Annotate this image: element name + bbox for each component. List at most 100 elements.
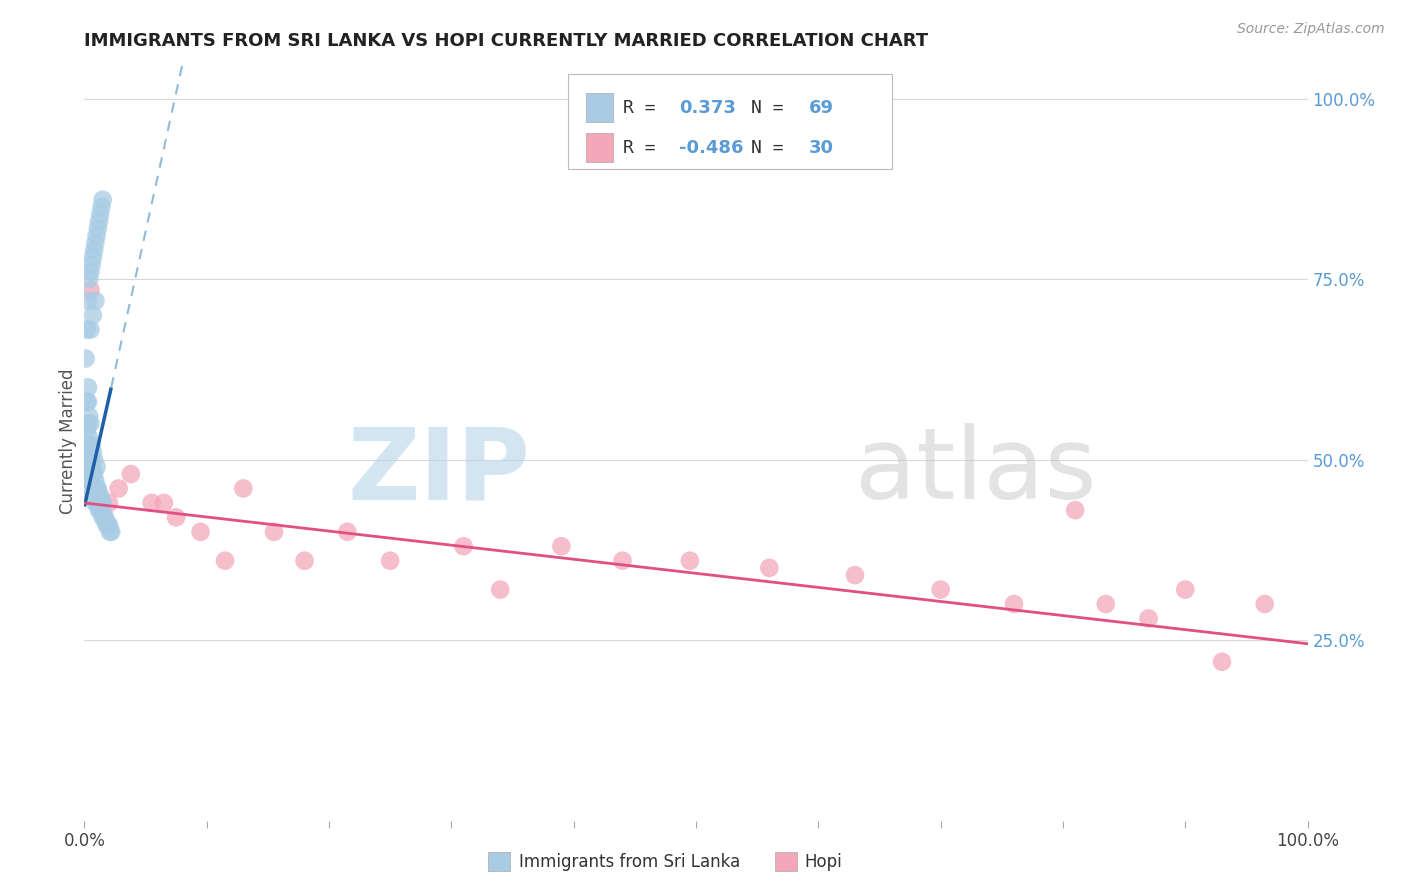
Text: 0.373: 0.373	[679, 99, 735, 117]
Point	[87, 482, 110, 496]
Text: N =: N =	[751, 139, 794, 157]
Point	[83, 452, 105, 467]
Point	[90, 503, 112, 517]
Text: N =: N =	[751, 99, 794, 117]
Point	[79, 475, 101, 489]
Point	[86, 459, 108, 474]
Point	[87, 503, 110, 517]
Point	[87, 496, 110, 510]
Point	[79, 459, 101, 474]
Point	[83, 489, 105, 503]
Point	[82, 308, 104, 322]
Point	[1002, 597, 1025, 611]
Point	[1064, 503, 1087, 517]
Bar	[586, 133, 613, 161]
Point	[76, 424, 98, 438]
Point	[1211, 655, 1233, 669]
Text: ZIP: ZIP	[347, 424, 531, 520]
Text: 30: 30	[808, 139, 834, 157]
Point	[83, 467, 105, 481]
Point	[100, 524, 122, 539]
Point	[82, 467, 104, 481]
Point	[82, 445, 104, 459]
Point	[76, 452, 98, 467]
Point	[80, 258, 103, 272]
Bar	[776, 853, 797, 871]
Point	[77, 431, 100, 445]
Point	[98, 524, 121, 539]
Point	[84, 475, 107, 489]
Point	[96, 517, 118, 532]
Bar	[488, 853, 510, 871]
Point	[76, 323, 98, 337]
Point	[77, 438, 100, 452]
Text: R =: R =	[623, 99, 666, 117]
Point	[844, 568, 866, 582]
Point	[214, 554, 236, 568]
Point	[120, 467, 142, 481]
Point	[91, 496, 114, 510]
Point	[190, 524, 212, 539]
Text: atlas: atlas	[855, 424, 1097, 520]
Point	[91, 193, 114, 207]
Point	[97, 517, 120, 532]
Point	[489, 582, 512, 597]
Text: Immigrants from Sri Lanka: Immigrants from Sri Lanka	[519, 854, 740, 871]
Point	[79, 323, 101, 337]
Point	[90, 496, 112, 510]
Point	[153, 496, 176, 510]
Point	[76, 394, 98, 409]
Point	[453, 539, 475, 553]
Point	[80, 459, 103, 474]
Point	[97, 517, 120, 532]
Point	[75, 351, 97, 366]
Point	[90, 200, 112, 214]
Point	[1137, 611, 1160, 625]
Point	[380, 554, 402, 568]
Point	[87, 214, 110, 228]
Point	[86, 496, 108, 510]
Point	[79, 417, 101, 431]
Point	[77, 452, 100, 467]
Point	[87, 496, 110, 510]
Point	[93, 510, 115, 524]
Point	[84, 496, 107, 510]
Point	[679, 554, 702, 568]
Point	[77, 467, 100, 481]
Point	[75, 417, 97, 431]
Text: IMMIGRANTS FROM SRI LANKA VS HOPI CURRENTLY MARRIED CORRELATION CHART: IMMIGRANTS FROM SRI LANKA VS HOPI CURREN…	[84, 32, 928, 50]
Point	[550, 539, 572, 553]
Point	[77, 380, 100, 394]
Point	[84, 235, 107, 250]
Point	[77, 417, 100, 431]
Point	[86, 228, 108, 243]
Point	[79, 438, 101, 452]
Text: Source: ZipAtlas.com: Source: ZipAtlas.com	[1237, 22, 1385, 37]
Point	[82, 489, 104, 503]
Point	[75, 452, 97, 467]
Point	[232, 482, 254, 496]
Point	[77, 272, 100, 286]
Point	[80, 482, 103, 496]
Point	[87, 221, 110, 235]
Point	[165, 510, 187, 524]
Y-axis label: Currently Married: Currently Married	[59, 368, 77, 515]
Point	[107, 482, 129, 496]
Point	[141, 496, 163, 510]
FancyBboxPatch shape	[568, 74, 891, 169]
Point	[1174, 582, 1197, 597]
Point	[77, 293, 100, 308]
Point	[77, 452, 100, 467]
Point	[79, 283, 101, 297]
Text: R =: R =	[623, 139, 666, 157]
Text: 69: 69	[808, 99, 834, 117]
Point	[294, 554, 316, 568]
Point	[97, 496, 120, 510]
Point	[1254, 597, 1277, 611]
Point	[84, 293, 107, 308]
Point	[80, 438, 103, 452]
Point	[263, 524, 285, 539]
Point	[612, 554, 634, 568]
Text: Hopi: Hopi	[804, 854, 842, 871]
Point	[77, 409, 100, 424]
